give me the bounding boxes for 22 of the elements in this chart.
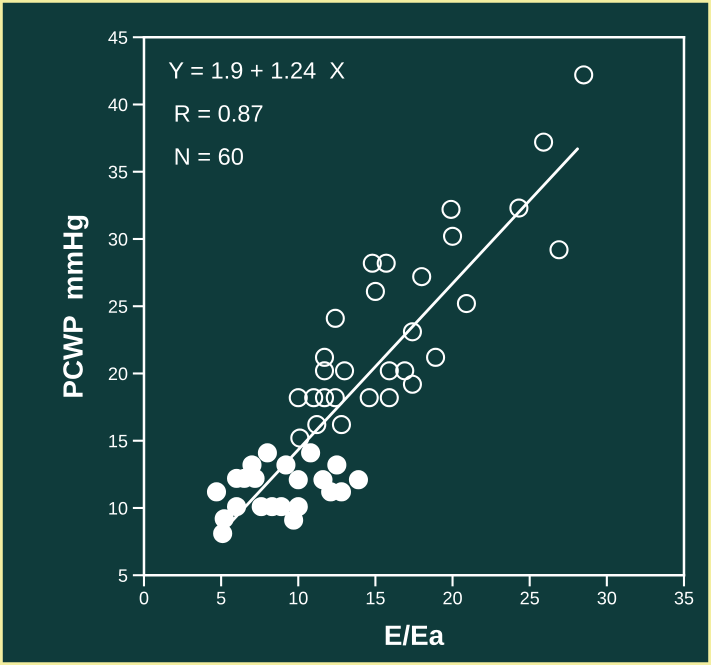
y-tick-label: 25 xyxy=(108,300,128,313)
annotation: Y = 1.9 + 1.24 X xyxy=(168,62,345,79)
y-tick-label: 20 xyxy=(108,367,128,380)
y-tick-label: 40 xyxy=(108,98,128,112)
y-tick-label: 45 xyxy=(108,31,128,44)
y-tick-label: 35 xyxy=(108,166,128,178)
x-axis-title: E/Ea xyxy=(386,624,444,646)
y-tick-label: 10 xyxy=(109,502,128,515)
y-tick-label: 5 xyxy=(118,569,128,582)
annotation: N = 60 xyxy=(176,148,243,165)
annotation: R = 0.87 xyxy=(176,105,262,122)
x-tick-label: 25 xyxy=(520,592,539,604)
x-tick-label: 15 xyxy=(366,592,385,604)
x-tick-label: 0 xyxy=(140,592,148,604)
y-tick-label: 15 xyxy=(109,434,128,448)
x-tick-label: 10 xyxy=(290,592,308,604)
y-axis-title: PCWP mmHg xyxy=(63,216,88,397)
x-tick-label: 20 xyxy=(443,592,462,604)
x-tick-label: 30 xyxy=(597,592,616,604)
x-tick-label: 5 xyxy=(216,592,226,604)
y-tick-label: 30 xyxy=(108,232,128,246)
x-tick-label: 35 xyxy=(674,592,694,604)
